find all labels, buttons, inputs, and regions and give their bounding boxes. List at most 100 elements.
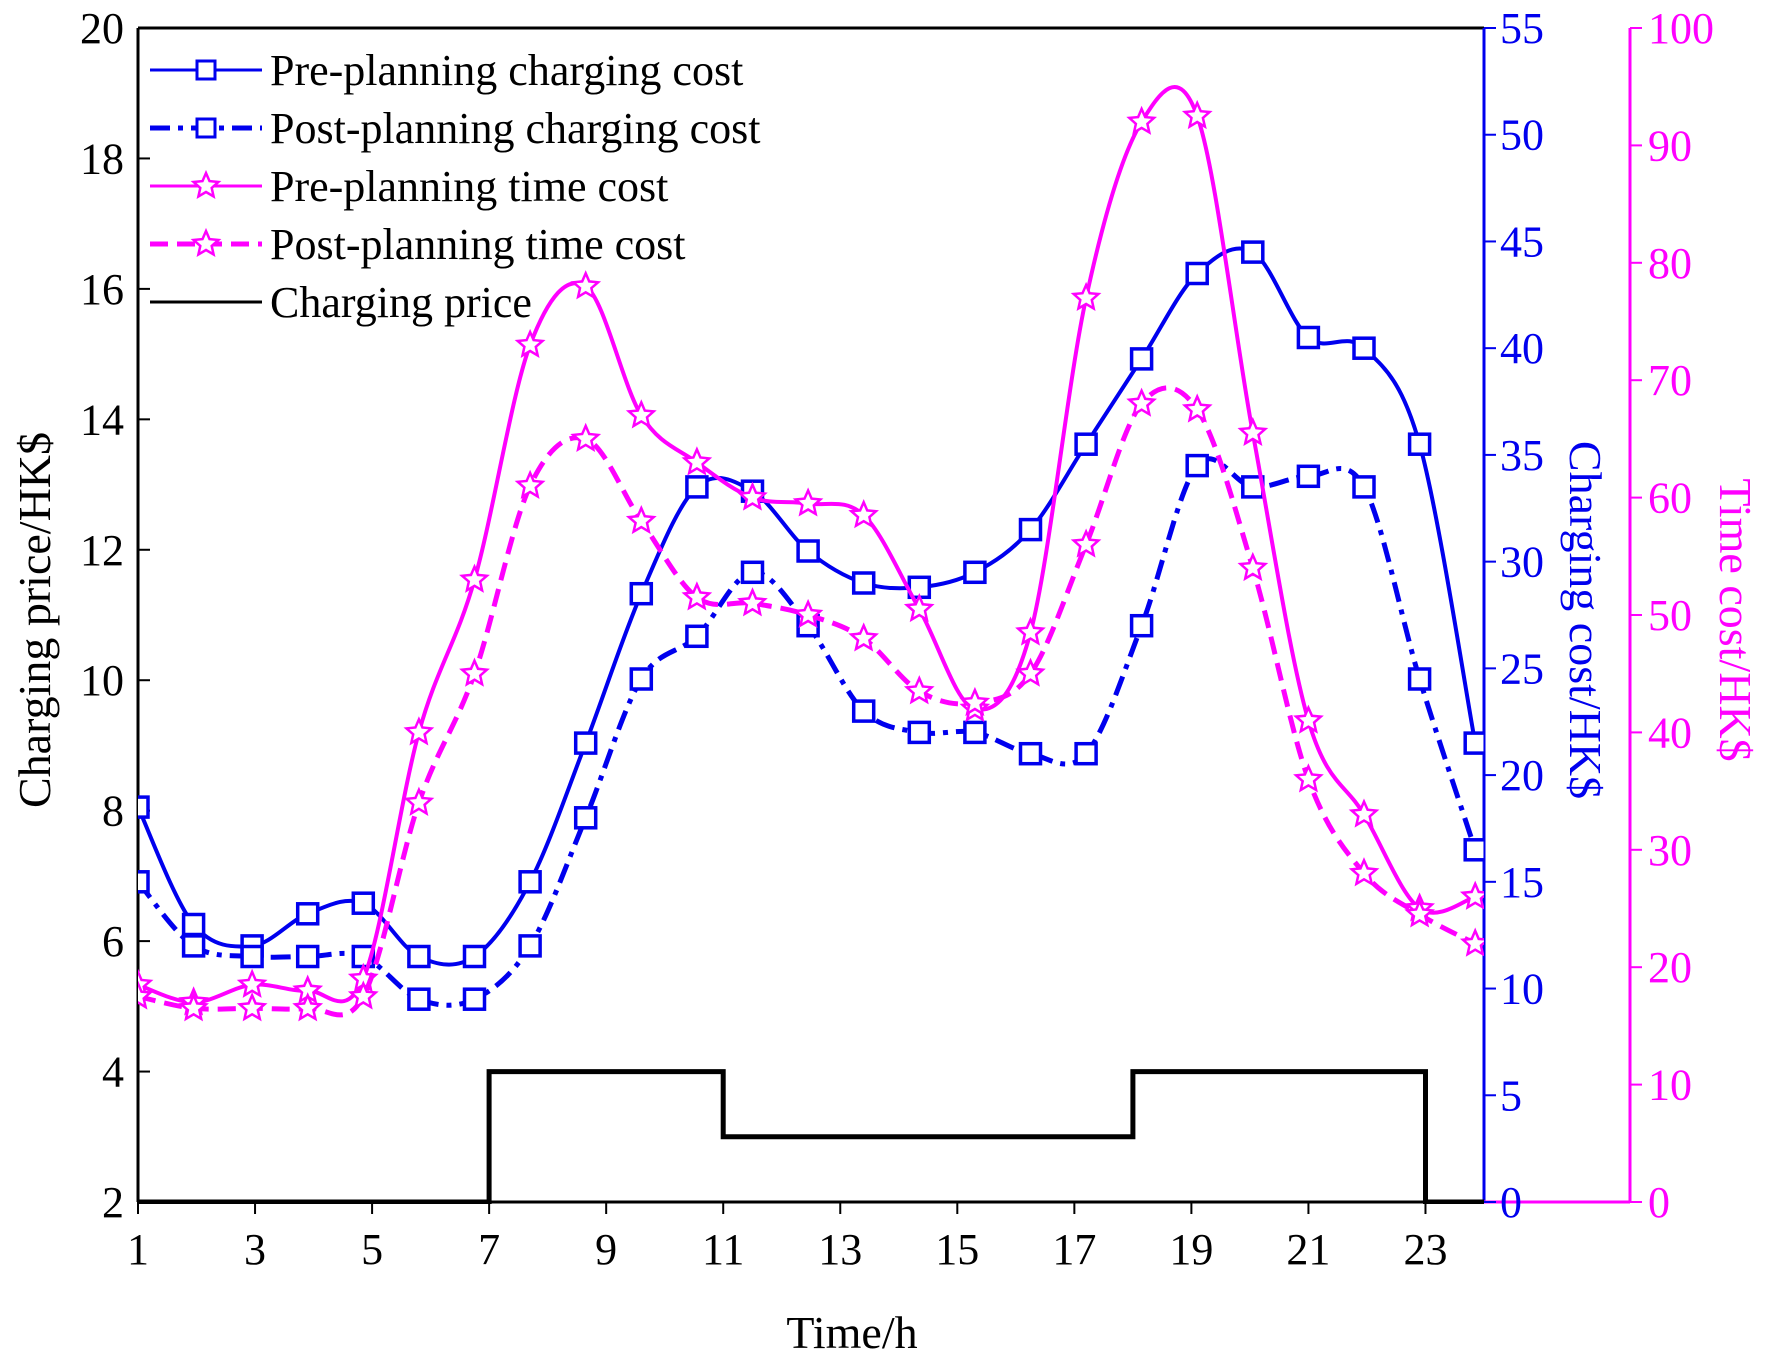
x-tick-label: 21	[1286, 1225, 1330, 1274]
left-tick-label: 20	[80, 4, 124, 53]
data-point	[181, 934, 206, 958]
left-tick-label: 12	[80, 526, 124, 575]
magenta-tick-label: 100	[1648, 4, 1714, 53]
series-charging-price	[138, 1069, 1484, 1204]
data-point	[792, 487, 824, 517]
data-point	[292, 992, 324, 1022]
legend-label-post-time-cost: Post-planning time cost	[270, 220, 686, 269]
left-axis-ticks: 2 4 6 8 10 12 14 16 18 20	[80, 4, 150, 1227]
data-point	[1463, 731, 1484, 755]
x-tick-label: 19	[1169, 1225, 1213, 1274]
magenta-tick-label: 20	[1648, 943, 1692, 992]
data-point	[1015, 657, 1046, 687]
data-point	[1463, 838, 1484, 862]
data-point	[403, 786, 435, 816]
data-point	[959, 686, 991, 717]
data-point	[459, 657, 490, 687]
left-tick-label: 18	[80, 134, 124, 183]
legend-entry-pre-charging-cost: Pre-planning charging cost	[150, 46, 743, 95]
data-point	[573, 806, 598, 830]
x-tick-label: 15	[935, 1225, 979, 1274]
data-point	[295, 944, 320, 969]
data-point	[1348, 798, 1380, 828]
data-point	[407, 987, 431, 1011]
left-tick-label: 2	[102, 1178, 124, 1227]
data-point	[1459, 880, 1484, 910]
y-axis-title-left: Charging price/HK$	[9, 432, 60, 808]
legend-entry-charging-price: Charging price	[150, 278, 532, 327]
series-post-planning-time-cost	[138, 385, 1484, 1022]
data-point	[459, 563, 490, 593]
data-point	[570, 270, 602, 300]
data-point	[178, 992, 210, 1022]
data-point	[1074, 432, 1098, 456]
x-tick-label: 5	[361, 1225, 383, 1274]
blue-tick-label: 10	[1500, 965, 1544, 1014]
blue-tick-label: 25	[1500, 644, 1544, 693]
data-point	[1352, 475, 1376, 499]
magenta-tick-label: 10	[1648, 1061, 1692, 1110]
legend-square-marker-icon	[195, 59, 217, 81]
data-point	[907, 720, 932, 745]
data-point	[963, 720, 987, 745]
data-point	[1459, 927, 1484, 957]
blue-tick-label: 55	[1500, 4, 1544, 53]
blue-tick-label: 50	[1500, 111, 1544, 160]
x-tick-label: 17	[1052, 1225, 1096, 1274]
data-point	[629, 581, 654, 606]
legend-label-pre-charging-cost: Pre-planning charging cost	[270, 46, 743, 95]
data-point	[1237, 551, 1269, 582]
magenta-tick-label: 30	[1648, 826, 1692, 875]
data-point	[240, 944, 264, 969]
data-point	[903, 675, 935, 705]
data-point	[1126, 387, 1157, 417]
magenta-tick-label: 50	[1648, 591, 1692, 640]
blue-tick-label: 30	[1500, 538, 1544, 587]
left-tick-label: 10	[80, 656, 124, 705]
magenta-tick-label: 0	[1648, 1178, 1670, 1227]
magenta-tick-label: 70	[1648, 356, 1692, 405]
data-point	[1181, 99, 1213, 130]
data-point	[903, 592, 935, 623]
series-line	[138, 1069, 1484, 1204]
data-point	[629, 667, 654, 691]
data-point	[514, 469, 546, 499]
magenta-tick-label: 40	[1648, 708, 1692, 757]
legend-star-marker-icon	[190, 227, 222, 258]
left-tick-label: 8	[102, 787, 124, 836]
blue-axis-ticks: 0 5 10 15 20 25 30 35 40 45 50 55	[1484, 4, 1544, 1227]
magenta-tick-label: 60	[1648, 474, 1692, 523]
x-tick-label: 3	[244, 1225, 266, 1274]
data-point	[681, 446, 713, 476]
data-point	[514, 328, 546, 359]
blue-tick-label: 5	[1500, 1071, 1522, 1120]
data-point	[1126, 105, 1157, 135]
series-post-planning-charging-cost	[138, 453, 1484, 1011]
blue-tick-label: 0	[1500, 1178, 1522, 1227]
data-point	[138, 870, 150, 894]
data-point	[570, 422, 602, 452]
legend-star-marker-icon	[190, 169, 222, 200]
data-point	[796, 539, 820, 563]
data-point	[685, 624, 709, 649]
data-point	[573, 731, 598, 755]
data-point	[1348, 857, 1380, 887]
x-tick-label: 23	[1403, 1225, 1447, 1274]
blue-tick-label: 40	[1500, 324, 1544, 373]
data-point	[737, 481, 768, 511]
data-point	[1296, 325, 1321, 350]
data-point	[685, 475, 709, 499]
data-point	[351, 891, 376, 915]
data-point	[347, 980, 379, 1010]
series-line	[138, 456, 1478, 1008]
legend-label-post-charging-cost: Post-planning charging cost	[270, 104, 760, 153]
x-tick-label: 11	[702, 1225, 744, 1274]
data-point	[138, 980, 154, 1010]
data-point	[1241, 240, 1265, 264]
data-point	[295, 902, 320, 926]
data-point	[1074, 741, 1098, 766]
y-axis-title-time-cost: Time cost/HK$	[1710, 478, 1761, 761]
x-tick-label: 9	[595, 1225, 617, 1274]
y-axis-title-charging-cost: Charging cost/HK$	[1560, 441, 1611, 799]
left-tick-label: 14	[80, 395, 124, 444]
